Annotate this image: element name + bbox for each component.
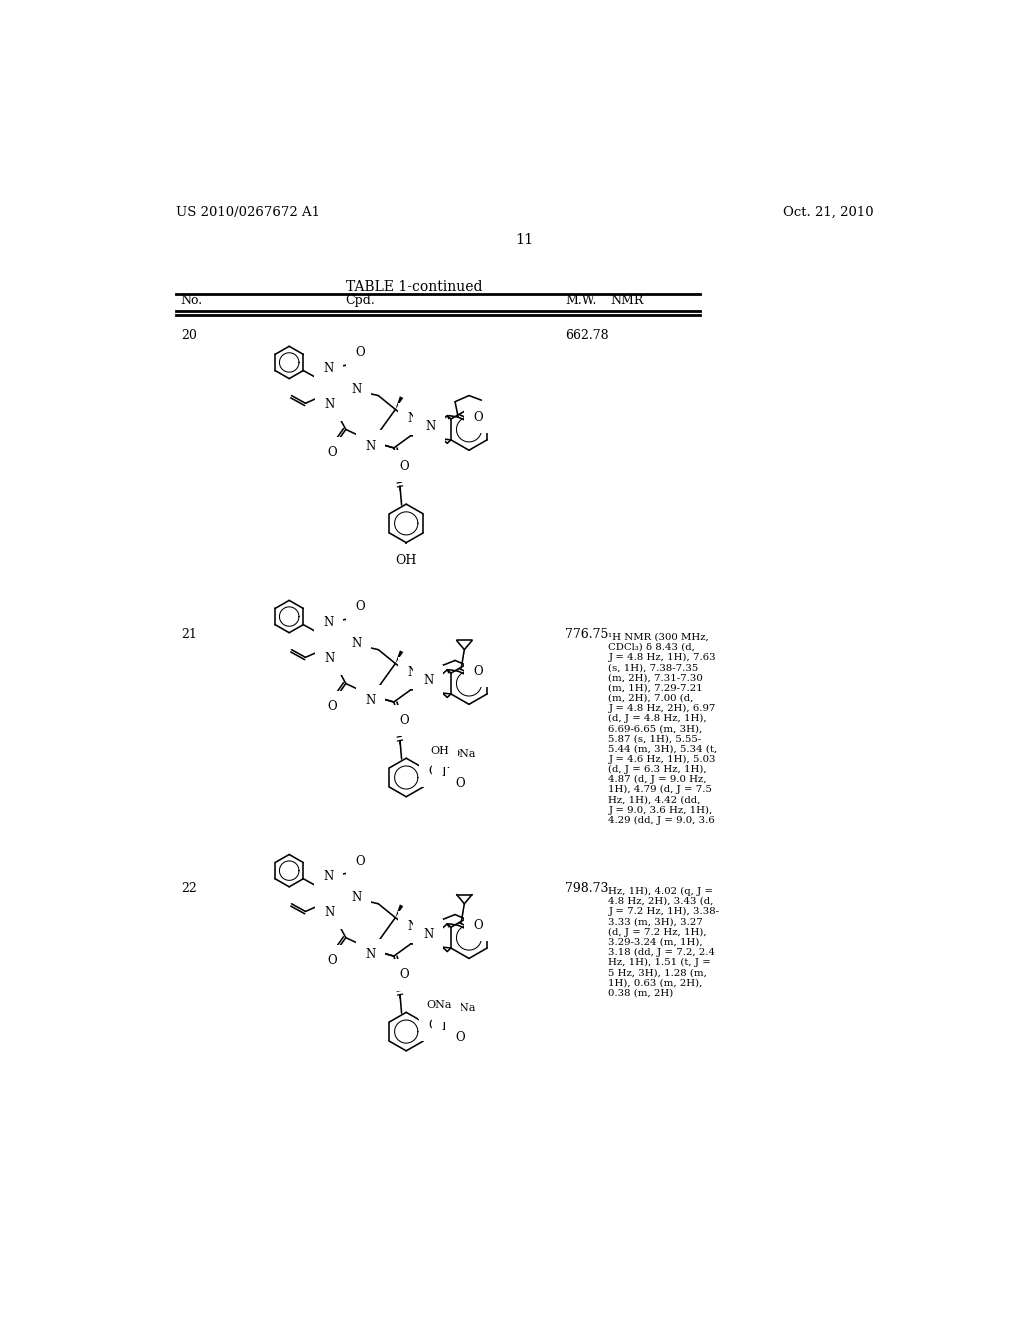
Text: Hz, 1H), 4.42 (dd,: Hz, 1H), 4.42 (dd, xyxy=(608,796,700,804)
Text: J = 9.0, 3.6 Hz, 1H),: J = 9.0, 3.6 Hz, 1H), xyxy=(608,805,713,814)
Text: H: H xyxy=(327,878,336,886)
Text: N: N xyxy=(323,870,333,883)
Text: 662.78: 662.78 xyxy=(565,330,608,342)
Text: O: O xyxy=(327,954,337,968)
Text: N: N xyxy=(424,928,434,941)
Text: (s, 1H), 7.38-7.35: (s, 1H), 7.38-7.35 xyxy=(608,663,698,672)
Text: O: O xyxy=(355,854,366,867)
Text: ¹H NMR (300 MHz,: ¹H NMR (300 MHz, xyxy=(608,632,710,642)
Text: J = 7.2 Hz, 1H), 3.38-: J = 7.2 Hz, 1H), 3.38- xyxy=(608,907,720,916)
Text: Hz, 1H), 4.02 (q, J =: Hz, 1H), 4.02 (q, J = xyxy=(608,887,714,896)
Text: 3.18 (dd, J = 7.2, 2.4: 3.18 (dd, J = 7.2, 2.4 xyxy=(608,948,716,957)
Text: US 2010/0267672 A1: US 2010/0267672 A1 xyxy=(176,206,321,219)
Text: 5.44 (m, 3H), 5.34 (t,: 5.44 (m, 3H), 5.34 (t, xyxy=(608,744,718,754)
Text: No.: No. xyxy=(180,294,203,308)
Text: 4.8 Hz, 2H), 3.43 (d,: 4.8 Hz, 2H), 3.43 (d, xyxy=(608,898,714,906)
Text: 6.69-6.65 (m, 3H),: 6.69-6.65 (m, 3H), xyxy=(608,725,702,733)
Text: (m, 2H), 7.00 (d,: (m, 2H), 7.00 (d, xyxy=(608,694,694,702)
Text: 798.73: 798.73 xyxy=(565,882,608,895)
Text: O: O xyxy=(428,764,438,777)
Text: ONa: ONa xyxy=(451,1003,475,1012)
Text: J = 4.6 Hz, 1H), 5.03: J = 4.6 Hz, 1H), 5.03 xyxy=(608,755,716,764)
Text: NMR: NMR xyxy=(610,294,643,308)
Text: N: N xyxy=(366,440,376,453)
Text: H: H xyxy=(327,370,336,378)
Text: OH: OH xyxy=(395,554,417,566)
Text: 4.29 (dd, J = 9.0, 3.6: 4.29 (dd, J = 9.0, 3.6 xyxy=(608,816,715,825)
Text: P: P xyxy=(441,767,450,779)
Text: N: N xyxy=(366,948,376,961)
Text: 3.33 (m, 3H), 3.27: 3.33 (m, 3H), 3.27 xyxy=(608,917,703,927)
Text: M.W.: M.W. xyxy=(565,294,596,308)
Text: Cpd.: Cpd. xyxy=(346,294,376,308)
Polygon shape xyxy=(395,396,403,409)
Text: (m, 2H), 7.31-7.30: (m, 2H), 7.31-7.30 xyxy=(608,673,703,682)
Text: N: N xyxy=(408,667,418,680)
Text: 3.29-3.24 (m, 1H),: 3.29-3.24 (m, 1H), xyxy=(608,937,703,946)
Text: 776.75: 776.75 xyxy=(565,628,608,642)
Text: N: N xyxy=(325,907,335,920)
Text: O: O xyxy=(473,411,483,424)
Text: 11: 11 xyxy=(516,234,534,247)
Text: TABLE 1-continued: TABLE 1-continued xyxy=(346,280,483,294)
Text: N: N xyxy=(351,638,361,649)
Text: J = 4.8 Hz, 2H), 6.97: J = 4.8 Hz, 2H), 6.97 xyxy=(608,704,716,713)
Text: 20: 20 xyxy=(180,330,197,342)
Text: ONa: ONa xyxy=(451,748,475,759)
Text: P: P xyxy=(441,1020,450,1034)
Text: N: N xyxy=(351,891,361,904)
Text: 5 Hz, 3H), 1.28 (m,: 5 Hz, 3H), 1.28 (m, xyxy=(608,968,708,977)
Text: O: O xyxy=(455,1031,465,1044)
Text: ONa: ONa xyxy=(427,1001,453,1010)
Text: O: O xyxy=(399,714,410,727)
Text: O: O xyxy=(399,968,410,981)
Text: (d, J = 6.3 Hz, 1H),: (d, J = 6.3 Hz, 1H), xyxy=(608,764,708,774)
Text: O: O xyxy=(327,700,337,713)
Text: O: O xyxy=(327,446,337,459)
Text: (m, 1H), 7.29-7.21: (m, 1H), 7.29-7.21 xyxy=(608,684,703,693)
Text: O: O xyxy=(428,1019,438,1032)
Text: 1H), 4.79 (d, J = 7.5: 1H), 4.79 (d, J = 7.5 xyxy=(608,785,713,795)
Text: N: N xyxy=(323,616,333,628)
Text: N: N xyxy=(366,694,376,708)
Text: 4.87 (d, J = 9.0 Hz,: 4.87 (d, J = 9.0 Hz, xyxy=(608,775,707,784)
Text: 0.38 (m, 2H): 0.38 (m, 2H) xyxy=(608,989,674,998)
Text: N: N xyxy=(351,383,361,396)
Polygon shape xyxy=(395,904,403,917)
Polygon shape xyxy=(395,651,403,664)
Text: N: N xyxy=(408,920,418,933)
Text: J = 4.8 Hz, 1H), 7.63: J = 4.8 Hz, 1H), 7.63 xyxy=(608,653,716,663)
Text: N: N xyxy=(325,399,335,412)
Text: N: N xyxy=(424,675,434,686)
Text: O: O xyxy=(473,919,483,932)
Text: CDCl₃) δ 8.43 (d,: CDCl₃) δ 8.43 (d, xyxy=(608,643,695,652)
Text: 5.87 (s, 1H), 5.55-: 5.87 (s, 1H), 5.55- xyxy=(608,734,701,743)
Text: (d, J = 4.8 Hz, 1H),: (d, J = 4.8 Hz, 1H), xyxy=(608,714,708,723)
Text: 1H), 0.63 (m, 2H),: 1H), 0.63 (m, 2H), xyxy=(608,978,702,987)
Text: O: O xyxy=(355,346,366,359)
Text: N: N xyxy=(422,928,432,941)
Text: O: O xyxy=(473,665,483,677)
Text: N: N xyxy=(408,412,418,425)
Text: N: N xyxy=(323,362,333,375)
Text: O: O xyxy=(355,601,366,614)
Text: O: O xyxy=(455,777,465,791)
Text: Oct. 21, 2010: Oct. 21, 2010 xyxy=(783,206,873,219)
Text: N: N xyxy=(325,652,335,665)
Text: OH: OH xyxy=(430,746,449,756)
Text: O: O xyxy=(399,459,410,473)
Text: 21: 21 xyxy=(180,628,197,642)
Text: Hz, 1H), 1.51 (t, J =: Hz, 1H), 1.51 (t, J = xyxy=(608,958,712,968)
Text: H: H xyxy=(327,623,336,632)
Text: 22: 22 xyxy=(180,882,197,895)
Text: (d, J = 7.2 Hz, 1H),: (d, J = 7.2 Hz, 1H), xyxy=(608,928,708,937)
Text: N: N xyxy=(422,420,432,433)
Text: N: N xyxy=(425,420,435,433)
Text: N: N xyxy=(422,675,432,686)
